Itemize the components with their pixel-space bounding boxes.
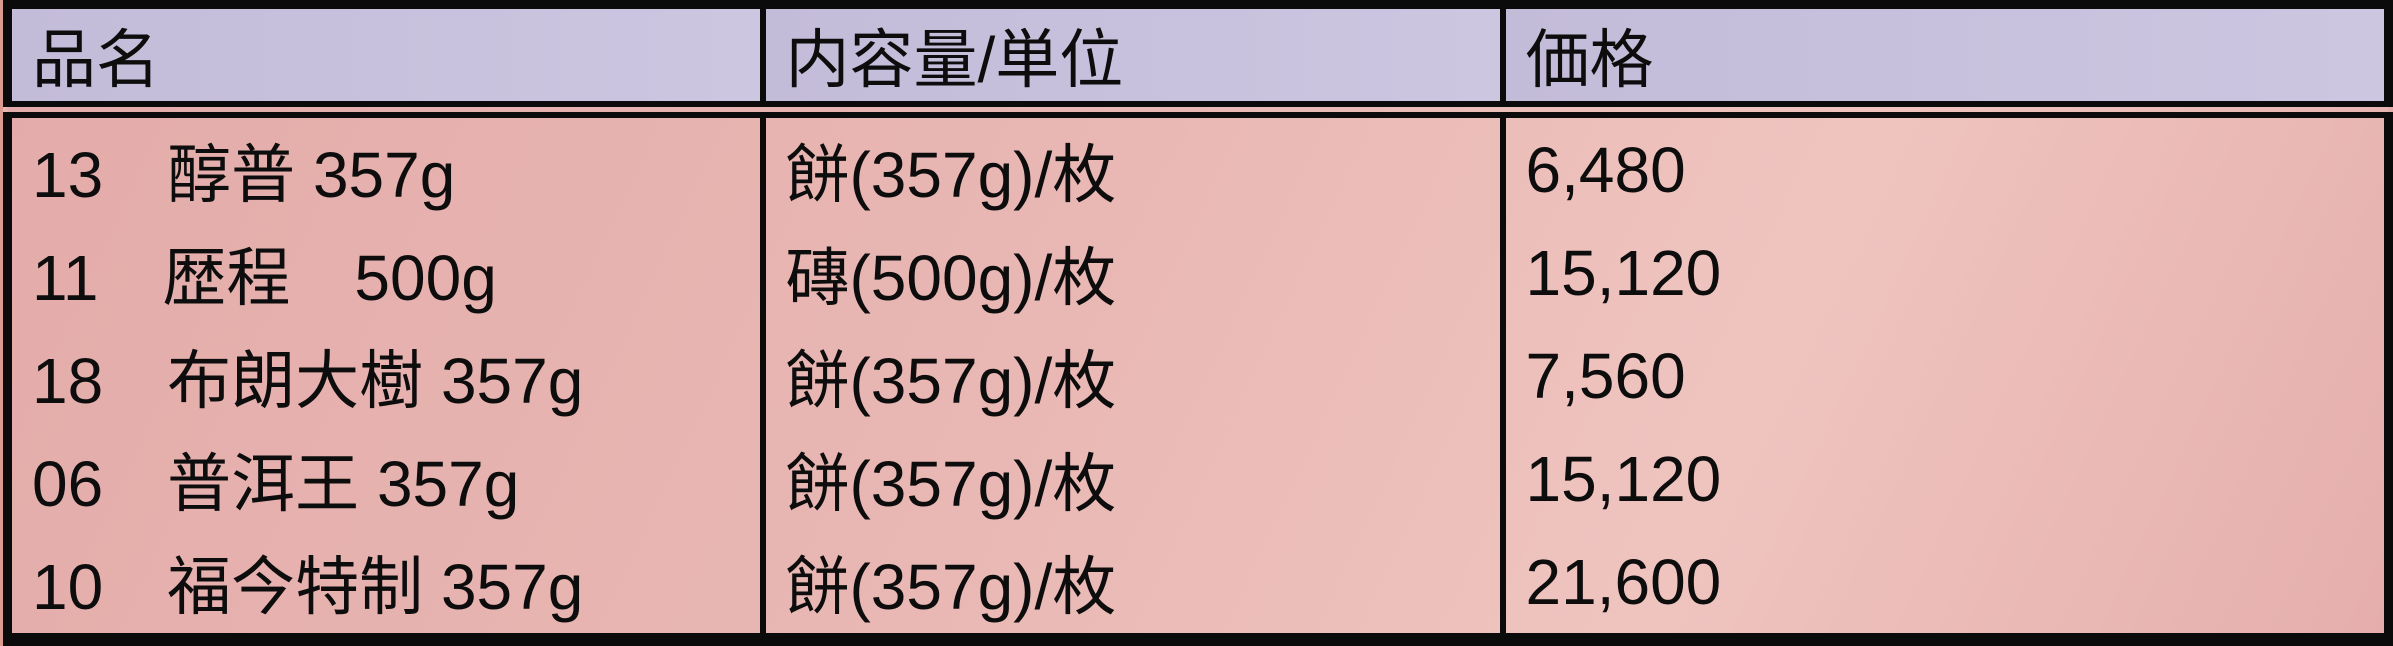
unit-cell: 餅(357g)/枚 [759,109,1503,221]
column-header-price: 価格 [1499,4,2389,118]
product-name-cell: 06 普洱王 357g [32,447,520,520]
table-row: 18 布朗大樹 357g 餅(357g)/枚 7,560 [8,324,2389,427]
unit-cell: 餅(357g)/枚 [759,324,1503,427]
unit-cell: 餅(357g)/枚 [759,427,1503,530]
table-row: 06 普洱王 357g 餅(357g)/枚 15,120 [8,427,2389,530]
product-name-cell: 11 歴程 500g [32,241,497,314]
unit-cell: 餅(357g)/枚 [759,530,1503,640]
price-cell: 6,480 [1499,109,2389,221]
header-row: 品名 内容量/単位 価格 [7,4,2389,118]
product-name-cell: 18 布朗大樹 357g [32,344,584,417]
table-row: 11 歴程 500g 磚(500g)/枚 15,120 [8,221,2389,324]
product-price-table: 品名 内容量/単位 価格 13 醇普 357g 餅(357g)/枚 6,480 … [3,0,2393,646]
table-row: 10 福今特制 357g 餅(357g)/枚 21,600 [8,530,2389,640]
price-cell: 15,120 [1499,221,2389,324]
column-header-product-name: 品名 [7,4,763,118]
price-cell: 21,600 [1499,530,2389,640]
unit-cell: 磚(500g)/枚 [759,221,1503,324]
price-cell: 7,560 [1499,324,2389,427]
price-cell: 15,120 [1499,427,2389,530]
product-name-cell: 10 福今特制 357g [32,550,584,623]
product-name-cell: 13 醇普 357g [32,138,456,211]
table-row: 13 醇普 357g 餅(357g)/枚 6,480 [8,109,2389,221]
table-header: 品名 内容量/単位 価格 [7,4,2389,118]
table-body: 13 醇普 357g 餅(357g)/枚 6,480 11 歴程 500g 磚(… [8,109,2389,640]
column-header-content-unit: 内容量/単位 [759,4,1503,118]
